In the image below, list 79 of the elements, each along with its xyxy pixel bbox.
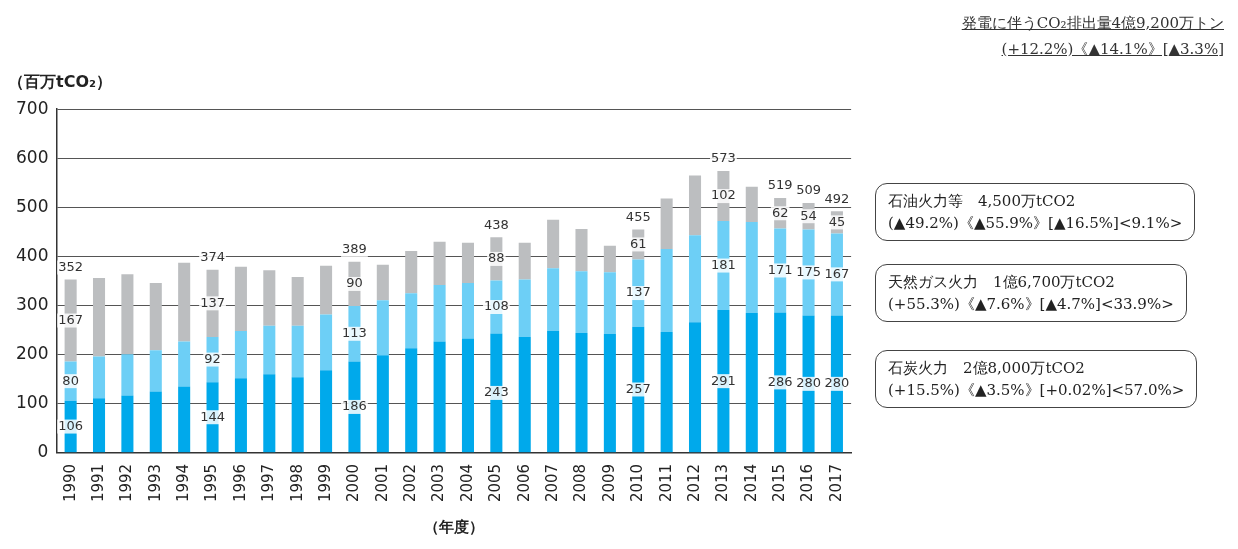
x-tick-label: 2013 (713, 463, 732, 503)
x-tick-label: 2005 (486, 463, 505, 503)
total-label: 352 (58, 258, 84, 274)
y-tick-label: 100 (15, 392, 49, 413)
x-tick-label: 1999 (315, 463, 334, 503)
x-tick-label: 1993 (145, 463, 164, 503)
x-tick-label: 2003 (429, 463, 448, 503)
data-label: 144 (200, 408, 225, 424)
total-label: 509 (796, 182, 821, 198)
y-tick-label: 500 (15, 195, 49, 216)
x-tick-label: 2007 (543, 463, 562, 503)
x-tick-label: 1997 (259, 463, 278, 503)
data-label: 137 (625, 284, 651, 300)
x-tick-label: 2000 (344, 463, 363, 503)
data-label: 108 (483, 298, 509, 314)
data-label: 171 (767, 261, 793, 277)
data-label: 102 (710, 187, 736, 203)
y-tick-label: 0 (37, 441, 49, 462)
x-tick-label: 2015 (770, 463, 789, 503)
x-tick-label: 2002 (401, 463, 420, 503)
data-label: 243 (483, 384, 509, 400)
data-label: 280 (796, 375, 821, 391)
data-label: 88 (488, 250, 505, 266)
text: 天然ガス火力 1億6,700万tCO2 (+55.3%)《▲7.6%》[▲4.7%]<33.9%> (875, 264, 1187, 322)
data-label: 257 (625, 380, 651, 396)
x-axis-title: （年度） (423, 517, 484, 536)
data-label: 137 (200, 294, 225, 310)
y-tick-label: 400 (15, 244, 49, 265)
data-label: 61 (629, 235, 647, 251)
total-label: 455 (625, 208, 651, 224)
y-tick-label: 300 (15, 293, 49, 314)
data-label: 106 (58, 417, 84, 433)
x-tick-label: 1991 (88, 463, 107, 503)
data-label: 80 (62, 372, 79, 388)
data-label: 167 (58, 311, 84, 327)
data-label: 92 (204, 350, 221, 366)
total-label: 519 (767, 177, 793, 193)
data-label: 45 (828, 213, 846, 229)
x-tick-label: 2016 (798, 463, 817, 503)
total-label: 374 (200, 249, 225, 265)
x-tick-label: 2012 (684, 463, 703, 503)
data-label: 286 (767, 373, 793, 389)
x-tick-label: 1994 (174, 463, 193, 503)
data-label: 280 (824, 375, 850, 391)
x-tick-label: 2017 (826, 463, 845, 503)
x-tick-label: 2010 (628, 463, 647, 503)
data-label: 90 (346, 275, 363, 291)
data-label: 113 (342, 325, 367, 341)
x-tick-label: 1996 (230, 463, 249, 503)
data-label: 62 (771, 204, 789, 220)
total-label: 573 (710, 150, 736, 166)
data-label: 291 (710, 372, 736, 388)
x-tick-label: 2004 (457, 463, 476, 503)
data-label: 186 (342, 398, 367, 414)
total-label: 492 (824, 190, 850, 206)
x-tick-label: 1998 (287, 463, 306, 503)
text: (+12.2%)《▲14.1%》[▲3.3%] (1000, 39, 1224, 60)
total-label: 438 (483, 216, 509, 232)
y-tick-label: 200 (15, 343, 49, 364)
data-label: 175 (796, 263, 821, 279)
x-tick-label: 2006 (514, 463, 533, 503)
x-tick-label: 2001 (372, 463, 391, 503)
y-axis-title: （百万tCO₂） (8, 72, 112, 93)
x-tick-label: 2008 (571, 463, 590, 503)
x-tick-label: 2011 (656, 463, 675, 503)
text: 石炭火力 2億8,000万tCO2 (+15.5%)《▲3.5%》[+0.02%]<57.0%> (875, 350, 1198, 408)
y-tick-label: 600 (15, 146, 49, 167)
x-tick-label: 1995 (202, 463, 221, 503)
y-tick-label: 700 (15, 97, 49, 118)
total-label: 389 (342, 241, 367, 257)
data-label: 167 (824, 265, 850, 281)
x-tick-label: 2009 (599, 463, 618, 503)
x-tick-label: 1992 (117, 463, 136, 503)
x-tick-label: 2014 (741, 463, 760, 503)
data-label: 54 (800, 207, 817, 223)
x-tick-label: 1990 (60, 463, 79, 503)
text: 石油火力等 4,500万tCO2 (▲49.2%)《▲55.9%》[▲16.5%]<9.1%> (875, 183, 1196, 241)
data-label: 181 (710, 256, 736, 272)
text: 発電に伴うCO₂排出量4億9,200万トン (961, 13, 1224, 34)
